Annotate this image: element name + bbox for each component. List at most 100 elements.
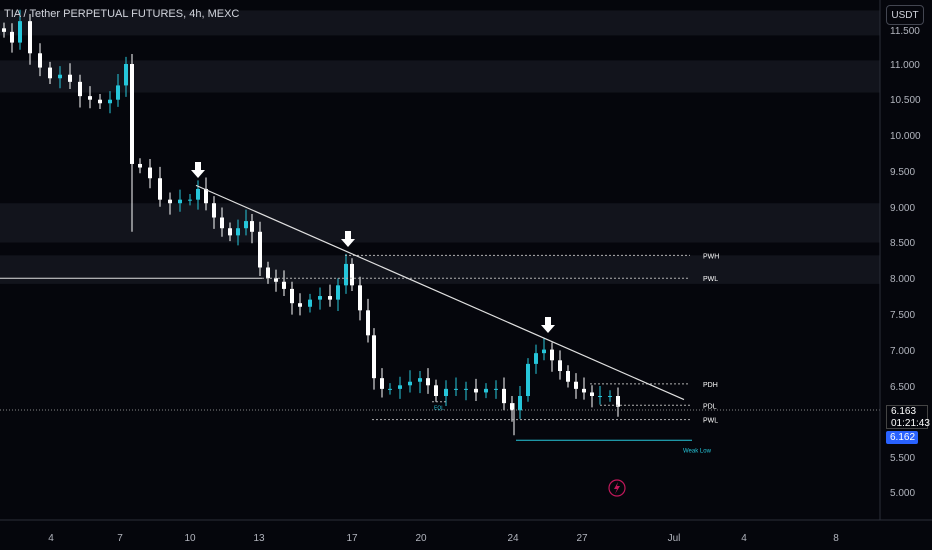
level-label: PWH — [703, 253, 719, 260]
candle-body — [98, 99, 102, 104]
candle-body — [116, 85, 120, 100]
candle-body — [550, 349, 554, 361]
level-label: Weak Low — [683, 448, 712, 454]
candle-body — [78, 81, 82, 97]
candle-body — [366, 310, 370, 336]
currency-button[interactable]: USDT — [886, 5, 924, 25]
candle-body — [542, 349, 546, 354]
candle-body — [250, 221, 254, 232]
down-arrow-icon — [341, 231, 355, 247]
x-tick-label: 27 — [576, 533, 588, 544]
candle-body — [566, 371, 570, 382]
candle-body — [124, 64, 128, 86]
candle-body — [290, 288, 294, 304]
last-price-label: 6.162 — [886, 431, 918, 444]
level-label: PWL — [703, 418, 718, 425]
supply-zone — [0, 255, 880, 284]
candle-body — [408, 381, 412, 386]
y-tick-label: 6.500 — [890, 382, 915, 393]
candle-body — [108, 99, 112, 104]
x-tick-label: 20 — [415, 533, 427, 544]
trendline[interactable] — [195, 184, 685, 401]
candle-body — [474, 388, 478, 393]
candle-body — [518, 396, 522, 411]
candle-body — [308, 299, 312, 307]
candle-body — [178, 199, 182, 204]
candle-body — [158, 178, 162, 200]
candle-body — [196, 188, 200, 200]
candle-body — [464, 388, 468, 390]
candle-body — [398, 385, 402, 389]
y-tick-label: 5.500 — [890, 453, 915, 464]
supply-zone — [0, 10, 880, 36]
candle-body — [68, 74, 72, 82]
candle-body — [454, 388, 458, 390]
candle-body — [418, 378, 422, 382]
candle-body — [318, 296, 322, 300]
y-tick-label: 11.500 — [890, 26, 920, 37]
level-label: PDH — [703, 382, 718, 389]
candle-body — [328, 296, 332, 300]
candle-body — [148, 167, 152, 179]
candle-body — [274, 278, 278, 282]
lightning-icon[interactable] — [608, 479, 626, 497]
level-label: PDL — [703, 403, 717, 410]
candle-body — [534, 353, 538, 364]
candle-body — [358, 285, 362, 311]
y-tick-label: 7.500 — [890, 310, 915, 321]
candle-body — [372, 335, 376, 379]
candle-body — [336, 285, 340, 300]
candle-body — [2, 28, 6, 32]
candle-body — [582, 388, 586, 393]
candle-body — [220, 217, 224, 229]
candle-body — [48, 67, 52, 79]
current-price-value: 6.163 — [891, 406, 917, 417]
level-label: EQL — [434, 406, 444, 412]
x-tick-label: 4 — [741, 533, 747, 544]
candle-body — [58, 74, 62, 79]
candle-body — [28, 21, 32, 54]
candle-body — [608, 396, 612, 398]
countdown-timer: 01:21:43 — [891, 418, 930, 429]
candle-body — [350, 263, 354, 286]
y-tick-label: 10.000 — [890, 131, 921, 142]
candle-body — [204, 188, 208, 204]
x-tick-label: 8 — [833, 533, 839, 544]
x-tick-label: 7 — [117, 533, 123, 544]
candle-body — [88, 96, 92, 100]
candle-body — [598, 396, 602, 398]
y-tick-label: 11.000 — [890, 60, 920, 71]
candle-body — [494, 388, 498, 390]
candle-body — [244, 221, 248, 229]
level-label: PWL — [703, 276, 718, 283]
candle-body — [10, 31, 14, 43]
candle-body — [38, 53, 42, 68]
candle-body — [590, 392, 594, 397]
current-price-label: 6.163 01:21:43 — [886, 405, 930, 429]
y-tick-label: 8.500 — [890, 238, 915, 249]
supply-zone — [0, 203, 880, 243]
chart-title: TIA / Tether PERPETUAL FUTURES, 4h, MEXC — [4, 8, 240, 20]
x-tick-label: 17 — [346, 533, 358, 544]
candle-body — [558, 360, 562, 372]
candle-body — [188, 199, 192, 201]
y-tick-label: 10.500 — [890, 95, 921, 106]
candle-body — [574, 381, 578, 389]
y-tick-label: 9.500 — [890, 167, 915, 178]
x-tick-label: Jul — [668, 533, 681, 544]
candle-body — [380, 378, 384, 389]
candle-body — [484, 388, 488, 393]
candle-body — [236, 228, 240, 236]
candle-body — [18, 21, 22, 43]
candle-body — [212, 203, 216, 218]
candle-body — [616, 396, 620, 407]
x-tick-label: 10 — [184, 533, 196, 544]
candle-body — [444, 388, 448, 397]
down-arrow-icon — [191, 162, 205, 178]
candle-body — [510, 403, 514, 411]
y-tick-label: 7.000 — [890, 346, 915, 357]
y-tick-label: 8.000 — [890, 274, 915, 285]
candle-body — [282, 281, 286, 289]
candle-body — [526, 363, 530, 397]
